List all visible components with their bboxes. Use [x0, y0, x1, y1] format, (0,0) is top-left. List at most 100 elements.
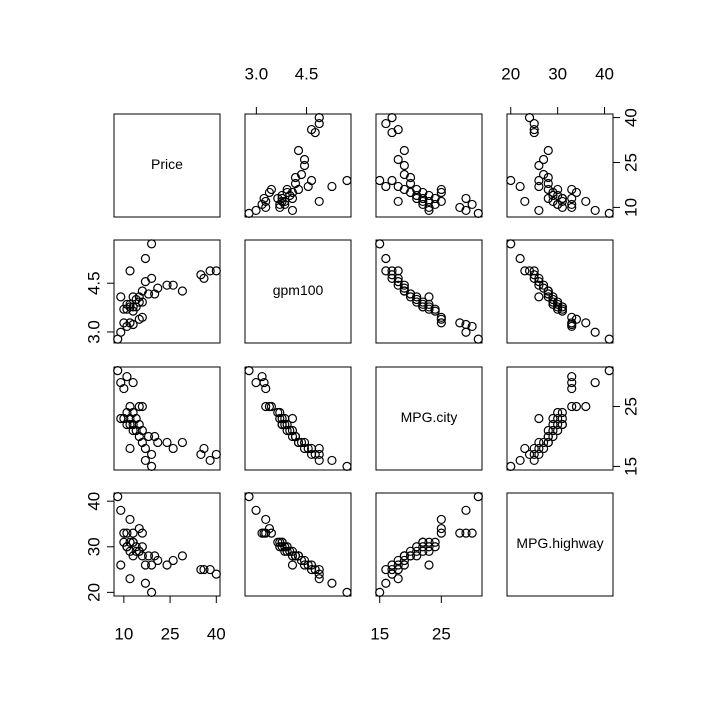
- point: [405, 292, 416, 302]
- point: [342, 461, 352, 472]
- point: [534, 413, 544, 424]
- panel-frame: [506, 492, 614, 597]
- point: [534, 181, 544, 192]
- point: [146, 461, 157, 472]
- point: [567, 401, 577, 412]
- point: [436, 196, 446, 207]
- panel-frame: [506, 366, 614, 471]
- point: [567, 371, 577, 382]
- point: [548, 431, 558, 442]
- point: [571, 401, 582, 412]
- point: [282, 419, 292, 430]
- point: [538, 283, 549, 293]
- point: [473, 334, 483, 344]
- point: [259, 377, 269, 388]
- point: [553, 407, 563, 418]
- point: [418, 542, 428, 552]
- point: [548, 196, 558, 207]
- point: [520, 266, 530, 276]
- point: [543, 289, 553, 299]
- point: [266, 528, 277, 538]
- point: [412, 294, 422, 305]
- point: [567, 319, 577, 330]
- point: [116, 560, 126, 570]
- point: [548, 425, 558, 436]
- point: [285, 546, 295, 556]
- point: [264, 187, 275, 198]
- point: [275, 202, 285, 213]
- point: [524, 449, 535, 460]
- point: [436, 184, 446, 195]
- point: [424, 537, 434, 547]
- point: [543, 431, 553, 442]
- panel-frame: [375, 492, 483, 597]
- point: [314, 112, 324, 123]
- point: [399, 280, 409, 290]
- point: [306, 560, 317, 570]
- point: [205, 455, 215, 466]
- point: [277, 413, 287, 424]
- point: [306, 175, 317, 186]
- point: [393, 574, 403, 584]
- point: [529, 443, 539, 454]
- point: [162, 560, 172, 570]
- tick-label: 20: [84, 583, 103, 602]
- point: [381, 181, 391, 192]
- point: [134, 401, 144, 412]
- point: [604, 365, 614, 376]
- point: [261, 383, 271, 394]
- point: [134, 292, 144, 302]
- point: [538, 437, 549, 448]
- point: [393, 564, 403, 575]
- point: [538, 280, 549, 290]
- point: [515, 455, 525, 466]
- point: [467, 528, 477, 538]
- point: [211, 569, 221, 579]
- point: [287, 551, 298, 561]
- point: [205, 266, 215, 276]
- point: [113, 365, 123, 376]
- point: [553, 304, 563, 314]
- point: [418, 302, 428, 312]
- point: [393, 196, 403, 207]
- point: [412, 546, 422, 556]
- point: [399, 555, 409, 566]
- point: [430, 537, 440, 547]
- panel-frame: [244, 366, 352, 471]
- point: [196, 564, 206, 575]
- point: [534, 437, 544, 448]
- point: [520, 443, 530, 454]
- point: [381, 118, 391, 129]
- point: [529, 455, 539, 466]
- point: [548, 297, 558, 307]
- point: [529, 127, 539, 138]
- point: [205, 564, 215, 575]
- point: [282, 546, 292, 556]
- point: [506, 461, 516, 472]
- point: [393, 555, 403, 566]
- point: [168, 555, 178, 566]
- point: [581, 196, 591, 207]
- point: [287, 431, 298, 442]
- point: [553, 184, 563, 195]
- tick-label: 15: [621, 457, 640, 476]
- point: [436, 314, 446, 324]
- point: [375, 587, 385, 597]
- point: [296, 437, 307, 448]
- point: [381, 578, 391, 588]
- point: [461, 319, 471, 330]
- point: [590, 377, 600, 388]
- point: [424, 304, 434, 314]
- point: [375, 175, 385, 186]
- point: [261, 401, 271, 412]
- point: [473, 208, 483, 219]
- point: [119, 528, 129, 538]
- point: [125, 574, 135, 584]
- point: [436, 523, 446, 534]
- point: [280, 419, 290, 430]
- point: [412, 292, 422, 302]
- point: [287, 425, 298, 436]
- point: [418, 297, 428, 307]
- point: [567, 377, 577, 388]
- point: [581, 318, 591, 328]
